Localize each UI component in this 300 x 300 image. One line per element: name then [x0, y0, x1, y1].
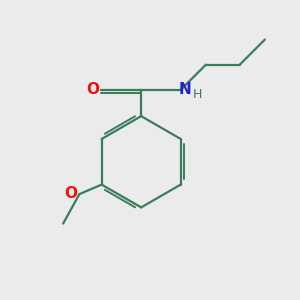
Text: O: O [64, 186, 78, 201]
Text: N: N [178, 82, 191, 97]
Text: O: O [87, 82, 100, 97]
Text: H: H [193, 88, 202, 101]
